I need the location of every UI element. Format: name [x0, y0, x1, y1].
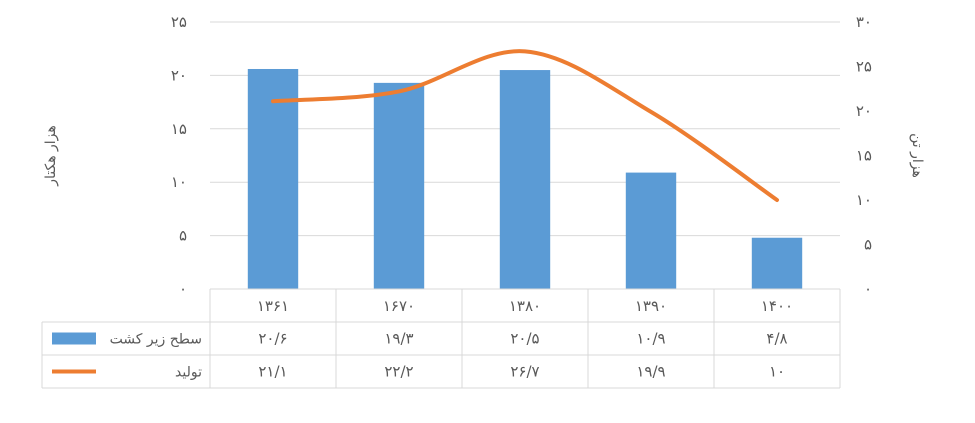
data-table-value: ۲۱/۱ [258, 363, 287, 381]
right-axis-title: هزار تن [909, 133, 925, 178]
right-axis-tick-label: ۱۰ [856, 191, 872, 209]
data-table-value: ۱۹/۳ [384, 330, 413, 348]
left-axis-tick-label: ۵ [179, 227, 187, 245]
data-table-value: ۲۶/۷ [510, 363, 539, 381]
bar [751, 237, 803, 289]
category-label: ۱۳۸۰ [509, 297, 541, 315]
left-axis-tick-label: ۱۵ [171, 120, 187, 138]
right-axis-tick-label: ۳۰ [856, 13, 872, 31]
left-axis-tick-label: ۲۰ [171, 66, 187, 84]
left-axis-tick-label: ۲۵ [171, 13, 187, 31]
bar [247, 68, 299, 289]
right-axis-tick-label: ۰ [864, 280, 872, 298]
left-axis-tick-label: ۰ [179, 280, 187, 298]
category-label: ۱۳۹۰ [635, 297, 667, 315]
bar [373, 82, 425, 289]
left-axis-title: هزار هکتار [43, 125, 59, 187]
data-table-value: ۲۰/۵ [510, 330, 539, 348]
left-axis-tick-label: ۱۰ [171, 173, 187, 191]
category-label: ۱۴۰۰ [761, 297, 793, 315]
category-label: ۱۶۷۰ [383, 297, 415, 315]
data-table-value: ۴/۸ [766, 330, 787, 348]
right-axis-tick-label: ۵ [864, 236, 872, 254]
production-line [271, 49, 779, 202]
data-table-value: ۱۹/۹ [636, 363, 665, 381]
bar [499, 70, 551, 289]
data-table-value: ۱۰ [769, 363, 785, 381]
legend-key-bar [52, 332, 96, 345]
data-table-value: ۲۲/۲ [384, 363, 413, 381]
right-axis-tick-label: ۱۵ [856, 147, 872, 165]
data-table-value: ۲۰/۶ [258, 330, 287, 348]
data-table-value: ۱۰/۹ [636, 330, 665, 348]
legend-series-name: سطح زیر کشت [110, 332, 202, 348]
legend-series-name: تولید [175, 365, 202, 381]
right-axis-tick-label: ۲۵ [856, 58, 872, 76]
category-label: ۱۳۶۱ [257, 297, 289, 315]
bar [625, 172, 677, 289]
right-axis-tick-label: ۲۰ [856, 102, 872, 120]
